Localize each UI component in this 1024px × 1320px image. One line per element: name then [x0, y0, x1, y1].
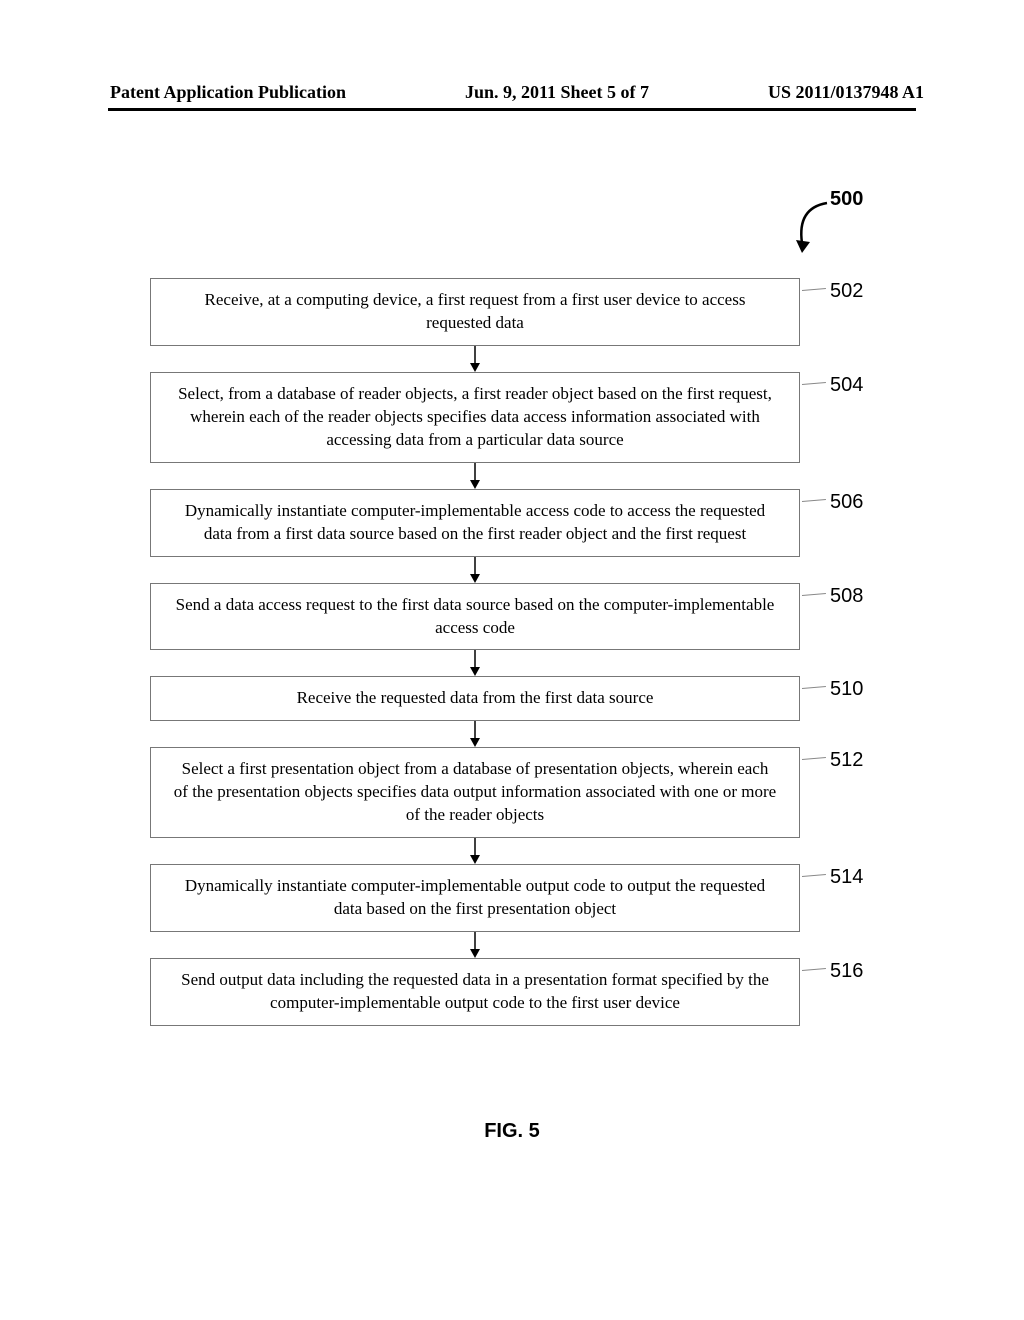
leader-line	[802, 593, 826, 596]
ref-label: 514	[830, 866, 863, 889]
flow-connector	[150, 838, 800, 864]
flow-step-box: Dynamically instantiate computer-impleme…	[150, 864, 800, 932]
leader-line	[802, 382, 826, 385]
leader-line	[802, 757, 826, 760]
flow-connector	[150, 932, 800, 958]
flow-step-box: Select a first presentation object from …	[150, 747, 800, 838]
header-left: Patent Application Publication	[110, 82, 346, 103]
flow-connector	[150, 557, 800, 583]
leader-line	[802, 874, 826, 877]
flowchart: Receive, at a computing device, a first …	[150, 278, 800, 1026]
flow-connector	[150, 463, 800, 489]
ref-label: 504	[830, 374, 863, 397]
header-rule	[108, 108, 916, 111]
ref-label: 512	[830, 749, 863, 772]
leader-line	[802, 968, 826, 971]
figure-caption: FIG. 5	[0, 1120, 1024, 1143]
flow-connector	[150, 650, 800, 676]
header-right: US 2011/0137948 A1	[768, 82, 924, 103]
flow-step-box: Send output data including the requested…	[150, 958, 800, 1026]
page-header: Patent Application Publication Jun. 9, 2…	[0, 82, 1024, 103]
ref-label: 508	[830, 585, 863, 608]
ref-label: 506	[830, 491, 863, 514]
flow-connector	[150, 346, 800, 372]
flow-step-box: Send a data access request to the first …	[150, 583, 800, 651]
flow-step-box: Select, from a database of reader object…	[150, 372, 800, 463]
header-center: Jun. 9, 2011 Sheet 5 of 7	[465, 82, 649, 103]
leader-line	[802, 288, 826, 291]
flow-step-box: Receive the requested data from the firs…	[150, 676, 800, 721]
flow-step-box: Dynamically instantiate computer-impleme…	[150, 489, 800, 557]
ref-label: 502	[830, 280, 863, 303]
leader-line	[802, 499, 826, 502]
flow-connector	[150, 721, 800, 747]
patent-page: Patent Application Publication Jun. 9, 2…	[0, 0, 1024, 1320]
curved-arrow-icon	[792, 198, 842, 258]
flow-step-box: Receive, at a computing device, a first …	[150, 278, 800, 346]
ref-label: 510	[830, 678, 863, 701]
leader-line	[802, 686, 826, 689]
ref-label: 516	[830, 960, 863, 983]
